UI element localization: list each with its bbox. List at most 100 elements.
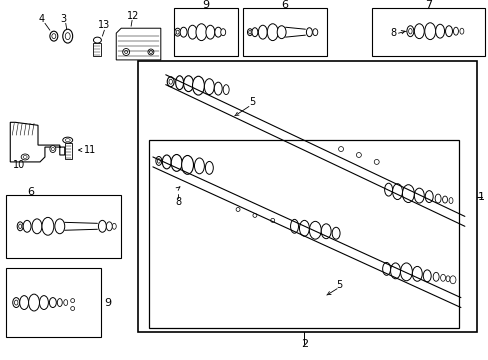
- Ellipse shape: [171, 154, 182, 171]
- Ellipse shape: [174, 28, 180, 36]
- Ellipse shape: [98, 220, 106, 232]
- Ellipse shape: [156, 157, 162, 165]
- Ellipse shape: [312, 29, 317, 36]
- Text: 7: 7: [424, 0, 431, 10]
- Text: 6: 6: [281, 0, 287, 10]
- Ellipse shape: [65, 33, 70, 40]
- Ellipse shape: [406, 26, 413, 37]
- Ellipse shape: [112, 223, 116, 229]
- Text: 5: 5: [335, 280, 342, 290]
- Ellipse shape: [71, 298, 75, 302]
- Ellipse shape: [277, 26, 285, 39]
- Ellipse shape: [52, 34, 56, 39]
- Ellipse shape: [423, 270, 430, 282]
- Ellipse shape: [306, 28, 312, 37]
- Ellipse shape: [19, 224, 21, 229]
- Ellipse shape: [390, 263, 400, 279]
- Ellipse shape: [204, 79, 214, 95]
- Ellipse shape: [214, 27, 221, 37]
- Ellipse shape: [402, 185, 413, 203]
- Ellipse shape: [40, 296, 48, 310]
- Ellipse shape: [445, 26, 451, 37]
- Ellipse shape: [20, 296, 28, 310]
- Text: 11: 11: [83, 145, 96, 155]
- Ellipse shape: [435, 24, 444, 38]
- Ellipse shape: [17, 222, 23, 231]
- Ellipse shape: [42, 217, 54, 235]
- Ellipse shape: [122, 49, 129, 55]
- Ellipse shape: [373, 159, 378, 165]
- Ellipse shape: [309, 221, 321, 239]
- Bar: [173, 8, 238, 56]
- Ellipse shape: [411, 266, 422, 281]
- Ellipse shape: [205, 25, 214, 39]
- Ellipse shape: [162, 155, 171, 169]
- Ellipse shape: [382, 262, 390, 275]
- Polygon shape: [116, 28, 161, 60]
- Ellipse shape: [424, 23, 435, 40]
- Ellipse shape: [62, 137, 73, 143]
- Ellipse shape: [192, 76, 204, 95]
- Text: 2: 2: [300, 339, 307, 349]
- Ellipse shape: [55, 219, 64, 234]
- Ellipse shape: [434, 194, 440, 203]
- Text: 3: 3: [61, 14, 67, 24]
- Ellipse shape: [445, 276, 449, 282]
- Ellipse shape: [32, 219, 42, 234]
- Text: 9: 9: [104, 298, 111, 307]
- Ellipse shape: [180, 27, 187, 37]
- Text: 9: 9: [202, 0, 208, 10]
- Ellipse shape: [51, 147, 54, 151]
- Ellipse shape: [124, 50, 127, 54]
- Ellipse shape: [183, 76, 193, 91]
- Text: 10: 10: [13, 160, 25, 170]
- Bar: [149, 140, 458, 328]
- Text: 1: 1: [477, 192, 484, 202]
- Ellipse shape: [448, 198, 452, 203]
- Ellipse shape: [148, 49, 154, 55]
- Text: 5: 5: [248, 98, 255, 108]
- Ellipse shape: [149, 50, 152, 54]
- Ellipse shape: [392, 184, 402, 199]
- Bar: [6, 195, 121, 258]
- Ellipse shape: [247, 29, 252, 36]
- Ellipse shape: [65, 139, 70, 141]
- Ellipse shape: [220, 29, 225, 36]
- Ellipse shape: [176, 30, 179, 34]
- Ellipse shape: [442, 196, 447, 203]
- Ellipse shape: [28, 294, 40, 311]
- Ellipse shape: [175, 76, 183, 90]
- Ellipse shape: [251, 28, 257, 37]
- Ellipse shape: [440, 274, 445, 281]
- Bar: [64, 143, 72, 159]
- Ellipse shape: [50, 31, 58, 41]
- Ellipse shape: [188, 25, 197, 39]
- Ellipse shape: [169, 79, 172, 84]
- Text: 13: 13: [98, 20, 110, 30]
- Ellipse shape: [181, 156, 193, 174]
- Text: 8: 8: [175, 197, 182, 207]
- Ellipse shape: [252, 213, 256, 217]
- Ellipse shape: [167, 77, 174, 87]
- Ellipse shape: [338, 147, 343, 152]
- Ellipse shape: [63, 300, 67, 306]
- Bar: [93, 43, 101, 56]
- Ellipse shape: [321, 224, 330, 239]
- Ellipse shape: [50, 145, 56, 153]
- Ellipse shape: [194, 158, 204, 174]
- Ellipse shape: [452, 27, 457, 35]
- Text: 6: 6: [27, 186, 35, 197]
- Ellipse shape: [449, 276, 455, 284]
- Ellipse shape: [13, 298, 20, 307]
- Ellipse shape: [425, 191, 432, 203]
- Ellipse shape: [356, 153, 361, 157]
- Ellipse shape: [290, 219, 298, 233]
- Ellipse shape: [23, 220, 31, 232]
- Ellipse shape: [248, 31, 251, 34]
- Text: 4: 4: [39, 14, 45, 24]
- Ellipse shape: [71, 306, 75, 310]
- Polygon shape: [10, 122, 64, 162]
- Ellipse shape: [258, 25, 267, 39]
- Ellipse shape: [236, 207, 240, 211]
- Ellipse shape: [62, 29, 73, 43]
